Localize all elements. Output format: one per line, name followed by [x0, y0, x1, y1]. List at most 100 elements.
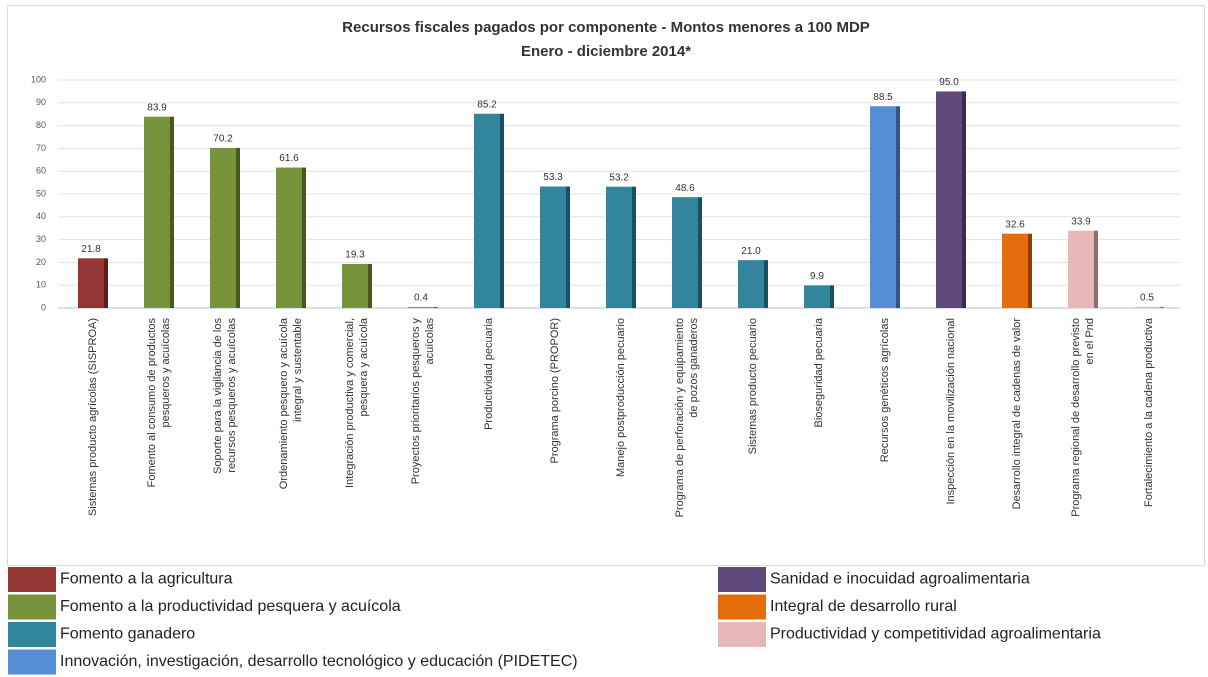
- x-tick-label: Bioseguridad pecuaria: [813, 317, 825, 427]
- legend-swatch: [718, 567, 766, 592]
- y-tick-label: 60: [36, 166, 46, 176]
- bar-side: [170, 116, 174, 308]
- x-tick-label-line: Ordenamiento pesquero y acuícola: [278, 317, 290, 489]
- bar: [342, 263, 368, 308]
- x-tick-label-line: Manejo postproducción pecuario: [615, 318, 627, 477]
- x-tick-label-line: Programa de perforación y equipamiento: [674, 318, 686, 517]
- bar: [210, 147, 236, 308]
- y-tick-label: 100: [31, 74, 46, 84]
- bar: [870, 106, 896, 308]
- bar-side: [632, 186, 636, 308]
- x-tick-label-line: Productividad pecuaria: [483, 317, 495, 430]
- value-label: 70.2: [213, 134, 233, 145]
- x-tick-label: Sistemas producto pecuario: [747, 318, 759, 454]
- bar-side: [104, 258, 108, 308]
- bar: [1002, 233, 1028, 308]
- bar-side: [830, 285, 834, 308]
- value-label: 53.3: [543, 172, 563, 183]
- x-tick-label-line: pesqueros y acuícolas: [160, 318, 172, 428]
- x-tick-label-line: Recursos genéticos agrícolas: [879, 318, 891, 463]
- bar: [144, 116, 170, 308]
- x-tick-label-line: Proyectos prioritarios pesqueros y: [410, 318, 422, 485]
- legend-label: Fomento a la agricultura: [60, 571, 233, 588]
- x-tick-label-line: Fomento al consumo de productos: [146, 318, 158, 488]
- value-label: 9.9: [810, 271, 824, 282]
- x-tick-label-line: acuícolas: [424, 318, 436, 365]
- x-tick-label: Programa porcino (PROPOR): [549, 318, 561, 464]
- bar: [408, 307, 434, 308]
- x-tick-label-line: Desarrollo integral de cadenas de valor: [1011, 318, 1023, 510]
- x-tick-label: Inspección en la movilización nacional: [945, 318, 957, 505]
- y-tick-label: 90: [36, 97, 46, 107]
- bar: [804, 285, 830, 308]
- bar-side: [1028, 233, 1032, 308]
- x-tick-label: Manejo postproducción pecuario: [615, 318, 627, 477]
- legend-label: Sanidad e inocuidad agroalimentaria: [770, 571, 1030, 588]
- y-tick-label: 30: [36, 234, 46, 244]
- value-label: 0.5: [1140, 293, 1154, 304]
- x-tick-label: Ordenamiento pesquero y acuícola integral…: [278, 317, 304, 489]
- value-label: 85.2: [477, 99, 497, 110]
- y-tick-label: 0: [41, 302, 46, 312]
- bar: [606, 186, 632, 308]
- chart-subtitle: Enero - diciembre 2014*: [521, 43, 691, 60]
- legend-label: Productividad y competitividad agroalime…: [770, 626, 1101, 643]
- bar: [738, 260, 764, 308]
- legend-label: Innovación, investigación, desarrollo te…: [60, 653, 578, 670]
- x-tick-label-line: integral y sustentable: [292, 318, 304, 422]
- x-tick-label-line: Bioseguridad pecuaria: [813, 317, 825, 427]
- y-tick-label: 80: [36, 120, 46, 130]
- y-tick-label: 50: [36, 188, 46, 198]
- x-tick-label-line: de pozos ganaderos: [688, 318, 700, 418]
- x-tick-label: Soporte para la vigilancia de los recurso…: [212, 318, 238, 474]
- x-tick-label: Fortalecimiento a la cadena productiva: [1143, 317, 1155, 507]
- y-tick-label: 20: [36, 257, 46, 267]
- chart-title: Recursos fiscales pagados por componente…: [342, 19, 870, 36]
- x-tick-label-line: recursos pesqueros y acuícolas: [226, 318, 238, 473]
- bar: [276, 167, 302, 308]
- value-label: 61.6: [279, 153, 299, 164]
- x-tick-label-line: Programa regional de desarrollo previsto: [1070, 318, 1082, 517]
- legend-swatch: [718, 622, 766, 647]
- y-tick-label: 40: [36, 211, 46, 221]
- x-tick-label: Recursos genéticos agrícolas: [879, 318, 891, 463]
- value-label: 21.8: [81, 244, 101, 255]
- legend-label: Fomento a la productividad pesquera y ac…: [60, 598, 401, 615]
- bar: [936, 91, 962, 309]
- bar-side: [896, 106, 900, 308]
- x-tick-label: Desarrollo integral de cadenas de valor: [1011, 318, 1023, 510]
- x-tick-label-line: Fortalecimiento a la cadena productiva: [1143, 317, 1155, 507]
- bar-side: [1094, 230, 1098, 308]
- bar: [1068, 230, 1094, 308]
- x-tick-label: Programa regional de desarrollo previsto…: [1070, 318, 1096, 517]
- x-tick-label: Fomento al consumo de productos pesqueros…: [146, 318, 172, 488]
- bar: [1134, 306, 1160, 308]
- x-tick-label-line: Sistemas producto pecuario: [747, 318, 759, 454]
- value-label: 53.2: [609, 172, 629, 183]
- x-tick-label-line: Soporte para la vigilancia de los: [212, 318, 224, 474]
- value-label: 88.5: [873, 92, 893, 103]
- x-tick-label-line: Sistemas producto agrícolas (SISPROA): [87, 318, 99, 516]
- x-tick-label: Proyectos prioritarios pesqueros y acuíco…: [410, 318, 436, 485]
- bar-side: [236, 147, 240, 308]
- x-tick-label-line: Integración productiva y comercial,: [344, 318, 356, 488]
- value-label: 0.4: [414, 293, 428, 304]
- value-label: 33.9: [1071, 216, 1091, 227]
- bar-side: [500, 113, 504, 308]
- bar-side: [566, 186, 570, 308]
- legend-swatch: [8, 594, 56, 620]
- y-tick-label: 70: [36, 143, 46, 153]
- legend-swatch: [8, 622, 56, 647]
- bar-side: [764, 260, 768, 308]
- bar: [540, 186, 566, 308]
- x-tick-label-line: Inspección en la movilización nacional: [945, 318, 957, 505]
- bar: [672, 197, 698, 308]
- value-label: 48.6: [675, 183, 695, 194]
- value-label: 19.3: [345, 250, 365, 261]
- x-tick-label-line: Programa porcino (PROPOR): [549, 318, 561, 464]
- x-tick-label: Programa de perforación y equipamiento de…: [674, 318, 700, 518]
- legend-label: Fomento ganadero: [60, 626, 195, 643]
- x-tick-label: Integración productiva y comercial, pesqu…: [344, 317, 370, 488]
- value-label: 95.0: [939, 77, 959, 88]
